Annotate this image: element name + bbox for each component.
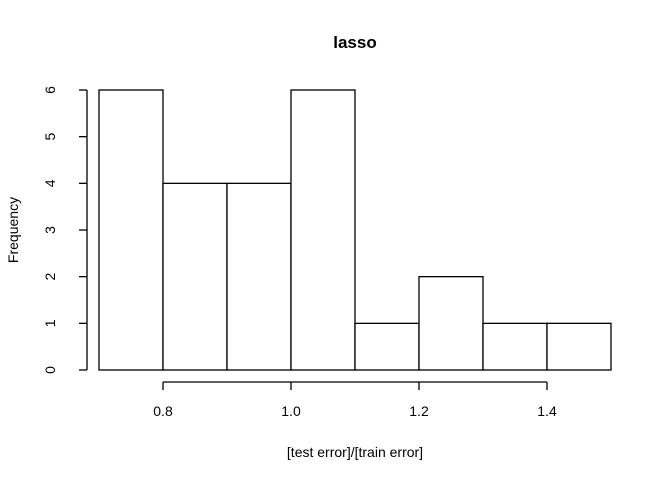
y-axis-label: Frequency: [5, 197, 21, 263]
y-tick-label: 2: [42, 273, 58, 281]
histogram-bars: [98, 89, 612, 371]
x-tick-label: 1.4: [537, 403, 557, 419]
y-tick-label: 4: [42, 179, 58, 187]
x-tick-label: 0.8: [153, 403, 173, 419]
histogram-bar-7: [482, 322, 548, 371]
y-tick-label: 1: [42, 319, 58, 327]
y-tick-label: 0: [42, 366, 58, 374]
histogram-bar-5: [354, 322, 420, 371]
histogram-bar-8: [546, 322, 612, 371]
histogram-bar-6: [418, 276, 484, 371]
y-tick-label: 6: [42, 86, 58, 94]
y-axis: 0 1 2 3 4 5 6: [42, 86, 88, 374]
histogram-bar-1: [98, 89, 164, 371]
x-axis-label: [test error]/[train error]: [287, 444, 423, 460]
y-tick-label: 3: [42, 226, 58, 234]
histogram-bar-3: [226, 182, 292, 371]
y-tick-label: 5: [42, 133, 58, 141]
x-tick-label: 1.0: [281, 403, 301, 419]
x-tick-label: 1.2: [409, 403, 429, 419]
histogram-bar-4: [290, 89, 356, 371]
x-axis: 0.8 1.0 1.2 1.4: [153, 381, 557, 419]
chart-title: lasso: [333, 33, 376, 52]
histogram-bar-2: [162, 182, 228, 371]
